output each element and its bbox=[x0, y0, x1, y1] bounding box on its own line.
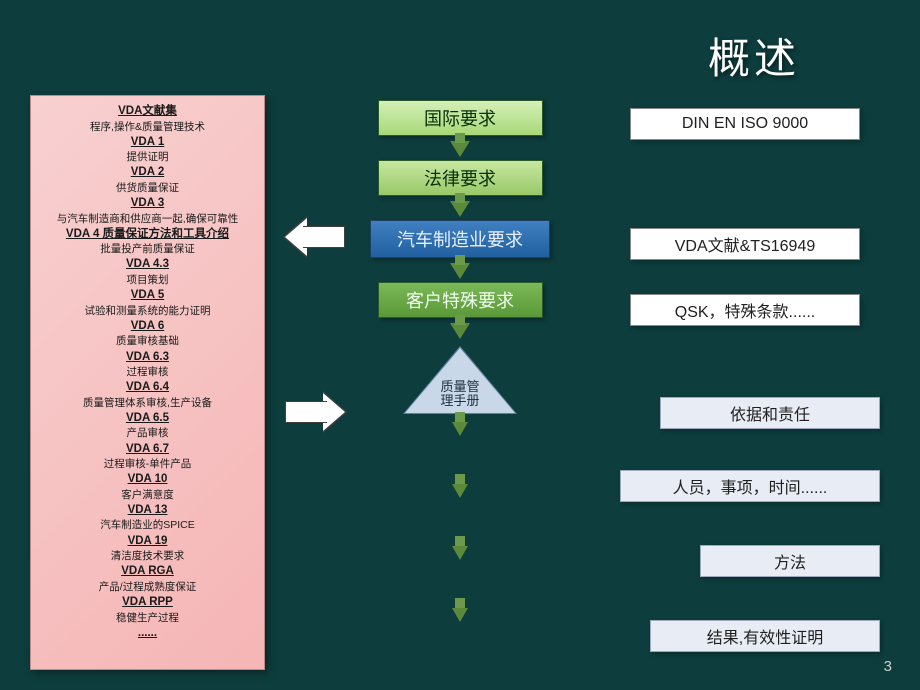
vda-document-list: VDA文献集程序,操作&质量管理技术VDA 1提供证明VDA 2供货质量保证VD… bbox=[30, 95, 265, 670]
vda-item-title: VDA 10 bbox=[37, 472, 258, 488]
arrow-to-triangle bbox=[285, 395, 345, 429]
vda-item-desc: 稳健生产过程 bbox=[37, 611, 258, 625]
arrow-down-icon bbox=[452, 546, 468, 560]
vda-item-title: VDA RPP bbox=[37, 595, 258, 611]
qm-manual-triangle: 质量管 理手册 bbox=[400, 348, 520, 418]
right-output-box: 结果,有效性证明 bbox=[650, 620, 880, 652]
vda-item-desc: 试验和测量系统的能力证明 bbox=[37, 304, 258, 318]
vda-ellipsis: ...... bbox=[37, 626, 258, 642]
flow-box-customer: 客户特殊要求 bbox=[378, 282, 543, 318]
right-reference-box: DIN EN ISO 9000 bbox=[630, 108, 860, 140]
slide-number: 3 bbox=[884, 658, 892, 675]
vda-item-desc: 质量审核基础 bbox=[37, 334, 258, 348]
arrow-down-icon bbox=[452, 422, 468, 436]
arrow-down-icon bbox=[452, 484, 468, 498]
arrow-down-icon bbox=[452, 608, 468, 622]
flow-column: 国际要求 法律要求 汽车制造业要求 客户特殊要求 质量管 理手册 bbox=[360, 100, 560, 625]
arrow-down-icon bbox=[450, 263, 470, 279]
vda-item-title: VDA RGA bbox=[37, 564, 258, 580]
vda-item-title: VDA 6.5 bbox=[37, 411, 258, 427]
flow-box-international: 国际要求 bbox=[378, 100, 543, 136]
flow-box-automotive: 汽车制造业要求 bbox=[370, 220, 550, 258]
vda-item-desc: 过程审核-单件产品 bbox=[37, 457, 258, 471]
vda-item-desc: 批量投产前质量保证 bbox=[37, 242, 258, 256]
right-reference-box: VDA文献&TS16949 bbox=[630, 228, 860, 260]
vda-item-desc: 产品/过程成熟度保证 bbox=[37, 580, 258, 594]
right-reference-box: QSK，特殊条款...... bbox=[630, 294, 860, 326]
vda-item-title: VDA 3 bbox=[37, 196, 258, 212]
vda-item-title: VDA 19 bbox=[37, 534, 258, 550]
vda-item-title: VDA 5 bbox=[37, 288, 258, 304]
vda-item-title: VDA 13 bbox=[37, 503, 258, 519]
vda-item-desc: 项目策划 bbox=[37, 273, 258, 287]
vda-item-title: VDA 4 质量保证方法和工具介绍 bbox=[37, 227, 258, 243]
vda-item-desc: 提供证明 bbox=[37, 150, 258, 164]
vda-item-desc: 供货质量保证 bbox=[37, 181, 258, 195]
vda-item-title: VDA 1 bbox=[37, 135, 258, 151]
right-output-box: 人员，事项，时间...... bbox=[620, 470, 880, 502]
arrow-down-icon bbox=[450, 201, 470, 217]
right-output-box: 方法 bbox=[700, 545, 880, 577]
arrow-down-icon bbox=[450, 323, 470, 339]
right-output-box: 依据和责任 bbox=[660, 397, 880, 429]
vda-item-title: VDA文献集 bbox=[37, 104, 258, 120]
vda-item-desc: 客户满意度 bbox=[37, 488, 258, 502]
arrow-to-left-panel bbox=[285, 220, 345, 254]
flow-box-legal: 法律要求 bbox=[378, 160, 543, 196]
vda-item-title: VDA 4.3 bbox=[37, 257, 258, 273]
vda-item-title: VDA 6.3 bbox=[37, 350, 258, 366]
vda-item-title: VDA 6.4 bbox=[37, 380, 258, 396]
vda-item-desc: 程序,操作&质量管理技术 bbox=[37, 120, 258, 134]
vda-item-desc: 清洁度技术要求 bbox=[37, 549, 258, 563]
arrow-down-icon bbox=[450, 141, 470, 157]
vda-item-title: VDA 2 bbox=[37, 165, 258, 181]
vda-item-desc: 质量管理体系审核,生产设备 bbox=[37, 396, 258, 410]
vda-item-desc: 产品审核 bbox=[37, 426, 258, 440]
triangle-line1: 质量管 bbox=[440, 379, 479, 394]
vda-item-title: VDA 6 bbox=[37, 319, 258, 335]
vda-item-title: VDA 6.7 bbox=[37, 442, 258, 458]
slide-title: 概述 bbox=[708, 25, 800, 86]
vda-item-desc: 汽车制造业的SPICE bbox=[37, 518, 258, 532]
triangle-line2: 理手册 bbox=[440, 393, 479, 408]
vda-item-desc: 过程审核 bbox=[37, 365, 258, 379]
vda-item-desc: 与汽车制造商和供应商一起,确保可靠性 bbox=[37, 212, 258, 226]
